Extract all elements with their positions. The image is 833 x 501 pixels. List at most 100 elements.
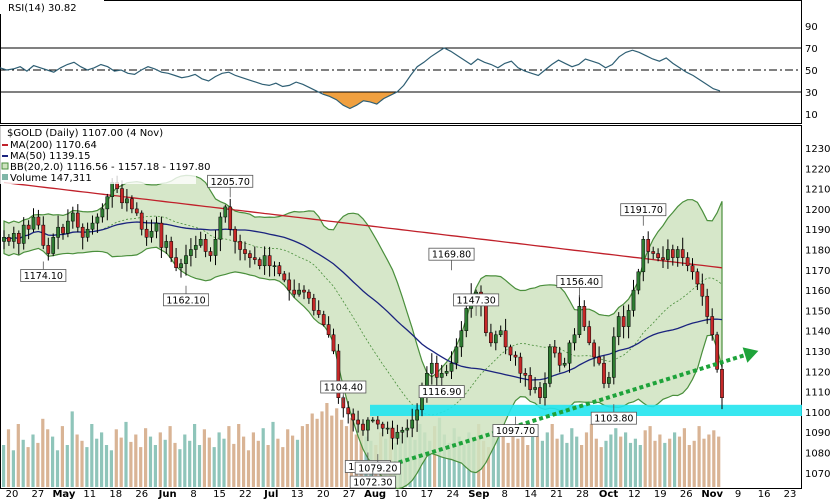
candle-body bbox=[105, 196, 110, 210]
candle-body bbox=[134, 208, 139, 214]
volume-bar bbox=[46, 429, 50, 488]
price-annotation: 1104.40 bbox=[320, 380, 367, 403]
volume-bar bbox=[168, 426, 172, 487]
volume-bar bbox=[109, 450, 113, 488]
volume-bar bbox=[335, 408, 339, 488]
volume-bar bbox=[60, 426, 64, 487]
volume-bar bbox=[286, 429, 290, 488]
legend-label-ma200: MA(200) 1170.64 bbox=[10, 140, 97, 151]
candle-body bbox=[538, 387, 542, 398]
candle-body bbox=[95, 216, 100, 224]
volume-bar bbox=[643, 430, 647, 487]
volume-bar bbox=[295, 439, 300, 488]
legend-item-ma200: MA(200) 1170.64 bbox=[2, 140, 97, 151]
volume-bar bbox=[232, 443, 236, 487]
candle-body bbox=[459, 330, 464, 348]
candle-body bbox=[434, 362, 439, 378]
candle-body bbox=[508, 346, 513, 356]
volume-bar bbox=[51, 436, 55, 487]
x-axis-month-label: Jun bbox=[158, 489, 177, 500]
candle-body bbox=[203, 239, 208, 252]
candle-body bbox=[223, 206, 228, 218]
candle-body bbox=[572, 334, 577, 344]
legend-label-volume: Volume 147,311 bbox=[10, 173, 92, 184]
candle-body bbox=[120, 188, 124, 204]
candle-body bbox=[489, 332, 493, 344]
x-axis-day-label: 23 bbox=[784, 489, 797, 500]
candle-body bbox=[252, 257, 257, 260]
volume-bar bbox=[673, 432, 677, 487]
annotation-box bbox=[349, 475, 396, 489]
annotation-label: 1097.70 bbox=[496, 426, 535, 437]
volume-bar bbox=[712, 430, 716, 487]
volume-bar bbox=[575, 436, 579, 487]
candle-body bbox=[213, 239, 218, 256]
candle-body bbox=[656, 253, 660, 258]
volume-bar bbox=[717, 436, 721, 487]
volume-bar bbox=[85, 447, 89, 487]
volume-bar bbox=[41, 418, 45, 488]
x-axis-day-label: 13 bbox=[291, 489, 304, 500]
rsi-tick-label: 30 bbox=[805, 88, 818, 99]
volume-bar bbox=[619, 436, 623, 487]
annotation-label: 1174.10 bbox=[24, 271, 63, 282]
volume-bar bbox=[21, 439, 25, 488]
annotation-box bbox=[492, 424, 539, 438]
volume-bar bbox=[242, 436, 246, 487]
candle-body bbox=[631, 289, 636, 311]
price-annotation: 1147.30 bbox=[453, 293, 500, 316]
volume-bar bbox=[692, 440, 696, 487]
volume-bar bbox=[707, 434, 711, 487]
volume-bar bbox=[697, 426, 701, 487]
candle-body bbox=[680, 249, 685, 258]
volume-bar bbox=[702, 438, 706, 487]
price-axis-ticks: 1070 1080 1090 1100 1110 1120 1130 1140 1150 1160… bbox=[805, 144, 830, 480]
candle-body bbox=[700, 283, 705, 297]
x-axis-day-label: 17 bbox=[421, 489, 434, 500]
volume-bar bbox=[496, 436, 500, 487]
candle-body bbox=[675, 249, 680, 258]
annotation-label: 1079.20 bbox=[358, 464, 397, 475]
candle-body bbox=[493, 334, 498, 344]
candle-body bbox=[287, 279, 292, 291]
candle-body bbox=[641, 239, 646, 273]
price-tick-label: 1170 bbox=[805, 266, 830, 277]
annotation-box bbox=[620, 203, 667, 217]
volume-bar bbox=[491, 432, 495, 487]
rsi-panel-frame bbox=[0, 0, 802, 124]
volume-bar bbox=[251, 432, 255, 487]
volume-bar bbox=[193, 424, 197, 487]
candle-body bbox=[661, 257, 665, 260]
candle-body bbox=[144, 228, 149, 238]
candle-body bbox=[548, 346, 552, 384]
annotation-box bbox=[207, 174, 254, 188]
candle-body bbox=[159, 222, 164, 248]
candle-body bbox=[243, 249, 247, 254]
price-tick-label: 1140 bbox=[805, 327, 830, 338]
volume-bar bbox=[330, 415, 334, 487]
candle-body bbox=[208, 251, 213, 256]
uptrend-line bbox=[371, 353, 746, 473]
legend: $GOLD (Daily) 1107.00 (4 Nov) MA(200) 11… bbox=[0, 126, 211, 184]
candle-body bbox=[198, 239, 203, 246]
candle-body bbox=[179, 263, 183, 269]
x-axis-day-label: 27 bbox=[32, 489, 45, 500]
volume-bar bbox=[119, 437, 123, 487]
volume-bar bbox=[281, 447, 285, 487]
candle-body bbox=[238, 241, 242, 250]
candle-body bbox=[292, 289, 297, 295]
rsi-tick-label: 50 bbox=[805, 66, 818, 77]
candle-body bbox=[577, 306, 582, 335]
candle-body bbox=[444, 371, 449, 374]
volume-bar bbox=[291, 435, 295, 488]
annotation-label: 1072.30 bbox=[353, 478, 392, 489]
annotation-label: 1156.40 bbox=[560, 277, 599, 288]
candle-body bbox=[257, 259, 262, 266]
volume-bar bbox=[511, 434, 515, 487]
candle-body bbox=[26, 224, 31, 230]
legend-item-bb: BB(20,2.0) 1116.56 - 1157.18 - 1197.80 bbox=[1, 162, 211, 173]
volume-bar bbox=[261, 428, 265, 487]
candle-body bbox=[533, 387, 537, 390]
candle-body bbox=[562, 362, 567, 366]
candle-body bbox=[518, 356, 523, 374]
